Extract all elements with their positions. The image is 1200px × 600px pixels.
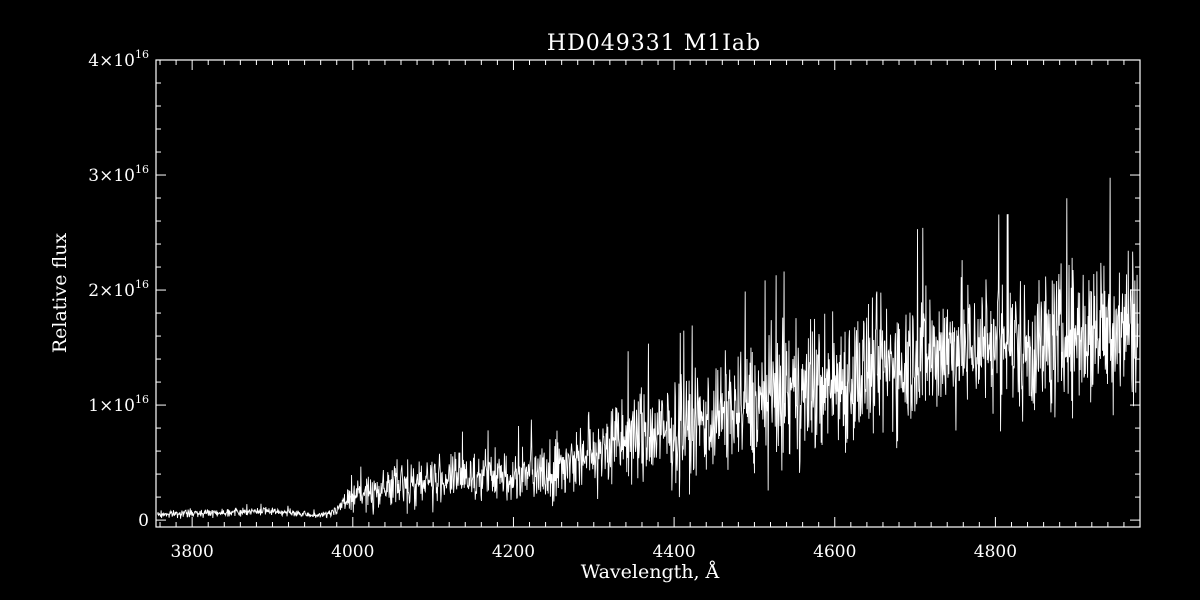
x-tick-label: 4000	[331, 542, 374, 562]
spectrum-series	[157, 177, 1139, 519]
y-tick-label: 0	[138, 511, 149, 531]
y-tick-label: 1×1016	[88, 393, 149, 416]
x-tick-label: 4800	[974, 542, 1017, 562]
y-tick-label: 3×1016	[88, 163, 149, 186]
y-axis-label: Relative flux	[49, 233, 71, 354]
x-tick-label: 4200	[492, 542, 535, 562]
x-tick-label: 4600	[813, 542, 856, 562]
chart-title: HD049331 M1Iab	[547, 31, 761, 56]
spectrum-line	[157, 177, 1139, 519]
y-axis-ticks: 0 1×1016 2×1016 3×1016 4×1016	[88, 48, 1140, 531]
y-tick-label: 4×1016	[88, 48, 149, 71]
x-tick-label: 3800	[171, 542, 214, 562]
x-tick-label: 4400	[652, 542, 695, 562]
x-axis-label: Wavelength, Å	[581, 561, 720, 583]
y-tick-label: 2×1016	[88, 278, 149, 301]
x-axis-ticks: 3800 4000 4200 4400 4600 4800	[159, 60, 1141, 562]
plot-frame	[155, 59, 1141, 528]
